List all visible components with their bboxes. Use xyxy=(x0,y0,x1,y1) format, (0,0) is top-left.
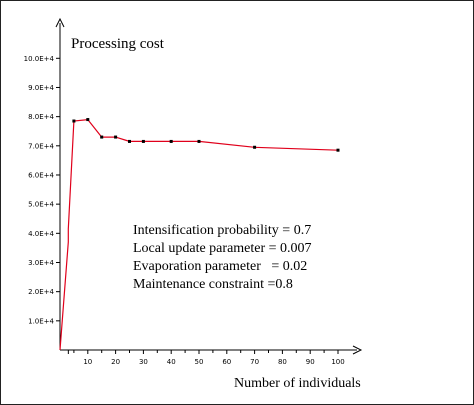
y-tick-label: 3.0E+4 xyxy=(28,259,54,267)
y-tick-label: 5.0E+4 xyxy=(28,201,54,209)
y-tick-label: 9.0E+4 xyxy=(28,84,54,92)
data-point xyxy=(141,139,145,143)
x-axis-arrow xyxy=(352,345,363,355)
y-tick-label: 2.0E+4 xyxy=(28,288,54,296)
y-tick-label: 6.0E+4 xyxy=(28,171,54,179)
x-tick-label: 40 xyxy=(167,358,176,366)
data-point xyxy=(253,145,257,149)
x-tick-label: 50 xyxy=(195,358,204,366)
x-tick-label: 80 xyxy=(278,358,287,366)
data-point xyxy=(86,118,90,122)
data-point xyxy=(128,139,131,143)
x-tick-label: 30 xyxy=(139,358,148,366)
parameter-annotation: Intensification probability = 0.7 xyxy=(133,223,311,238)
x-tick-label: 90 xyxy=(306,358,315,366)
x-tick-label: 60 xyxy=(222,358,231,366)
y-tick-label: 10.0E+4 xyxy=(24,55,55,63)
y-tick-label: 7.0E+4 xyxy=(28,142,54,150)
data-point xyxy=(169,139,173,143)
data-point xyxy=(336,148,340,152)
parameter-annotation: Evaporation parameter = 0.02 xyxy=(133,259,307,274)
parameter-annotation: Local update parameter = 0.007 xyxy=(133,241,312,256)
x-tick-label: 70 xyxy=(250,358,259,366)
parameter-annotation: Maintenance constraint =0.8 xyxy=(133,277,293,292)
x-tick-label: 20 xyxy=(111,358,120,366)
data-point xyxy=(197,139,201,143)
y-axis-arrow xyxy=(55,17,65,28)
y-tick-label: 4.0E+4 xyxy=(28,230,54,238)
y-tick-label: 1.0E+4 xyxy=(28,317,54,325)
x-tick-label: 100 xyxy=(331,358,344,366)
chart-title: Processing cost xyxy=(71,36,165,52)
data-point xyxy=(114,135,118,139)
y-tick-label: 8.0E+4 xyxy=(28,113,54,121)
x-tick-label: 10 xyxy=(83,358,92,366)
data-point xyxy=(72,119,76,123)
x-axis-label: Number of individuals xyxy=(234,376,361,391)
data-point xyxy=(100,135,104,139)
